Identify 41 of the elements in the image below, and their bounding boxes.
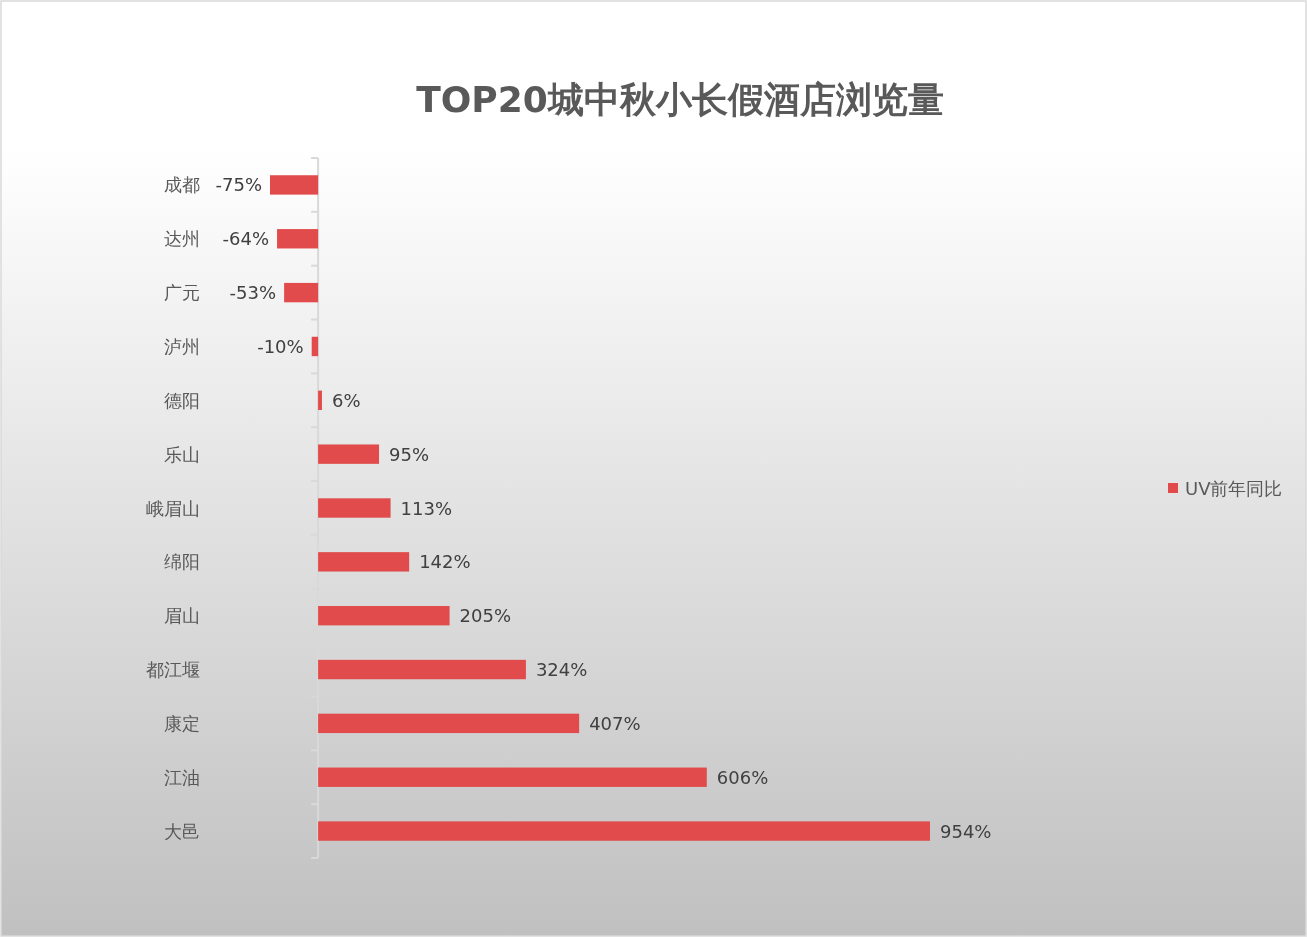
bar [318,390,322,410]
bar [318,552,410,572]
bar [318,606,450,626]
data-label: 205% [459,605,512,627]
data-label: 606% [716,766,769,788]
bar [318,821,930,841]
data-label: 142% [419,551,471,573]
data-label: 954% [940,820,992,842]
y-tick-label: 都江堰 [146,659,200,681]
bar [270,175,319,195]
data-label: -64% [222,228,270,250]
y-tick-label: 德阳 [164,389,200,411]
legend-label: UV前年同比 [1185,477,1283,499]
y-tick-label: 广元 [164,282,200,304]
bar [311,336,319,357]
y-tick-label: 泸州 [164,335,200,357]
y-tick-label: 乐山 [164,443,200,465]
y-tick-label: 绵阳 [164,551,200,573]
y-tick-label: 眉山 [164,605,200,627]
bar [318,498,391,518]
y-tick-label: 达州 [164,228,200,250]
chart-title: TOP20城中秋小长假酒店浏览量 [416,79,944,120]
y-tick-label: 大邑 [164,820,200,842]
bar [318,767,707,787]
data-label: 113% [400,497,453,519]
data-label: -53% [229,282,277,304]
y-tick-label: 康定 [164,712,200,734]
bar [318,444,380,464]
bar [284,282,319,303]
data-label: 407% [589,712,641,734]
bar [318,713,580,734]
data-label: 95% [389,443,430,465]
y-tick-label: 成都 [164,174,200,196]
data-label: 6% [331,389,361,411]
data-label: 324% [535,659,588,681]
y-tick-label: 峨眉山 [146,497,200,519]
y-tick-label: 江油 [164,766,200,788]
data-label: -75% [215,174,262,196]
bar [277,229,319,249]
bar [318,659,526,680]
data-label: -10% [257,335,304,357]
